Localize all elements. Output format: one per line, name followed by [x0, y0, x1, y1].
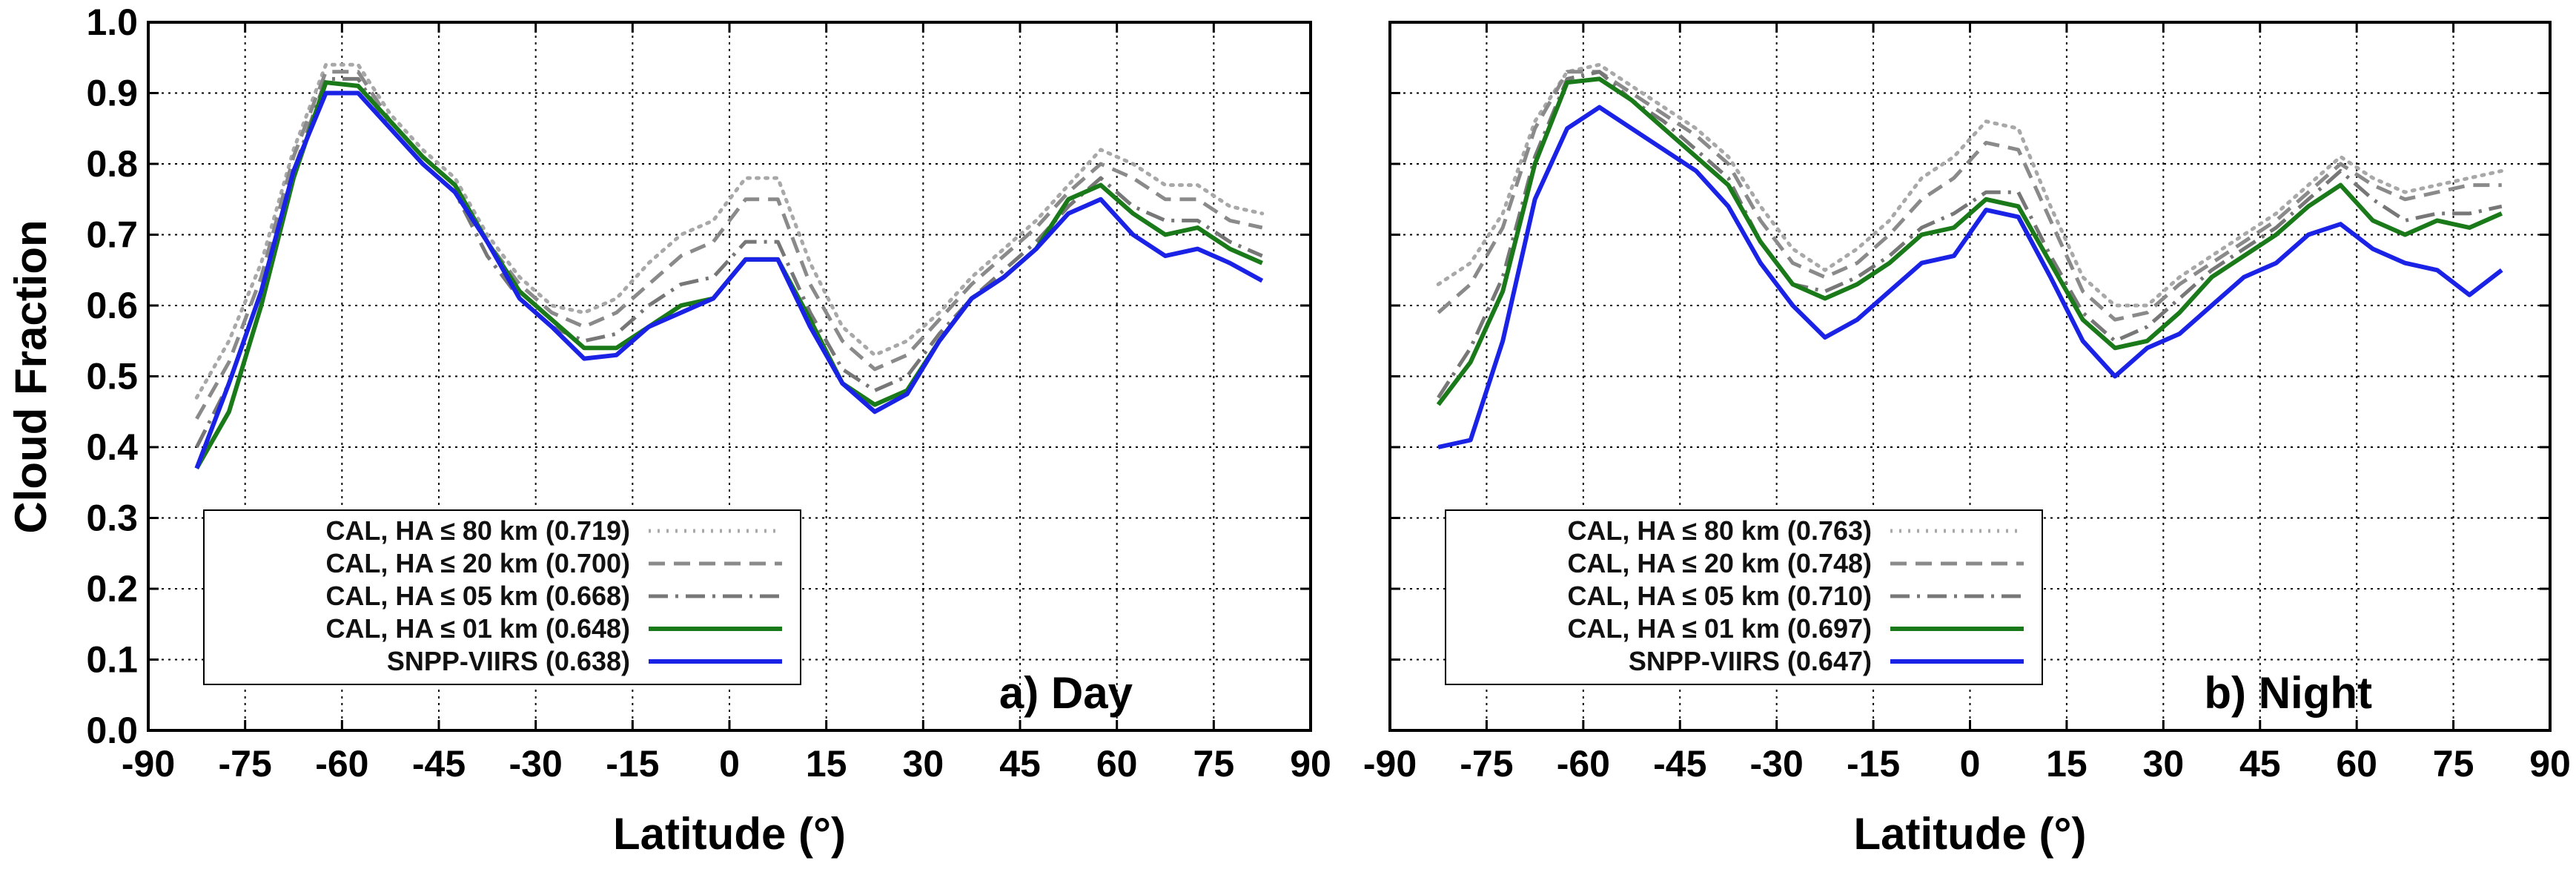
x-tick-label: -90 — [1363, 743, 1417, 785]
series-line-0 — [194, 62, 1265, 400]
legend-label: CAL, HA ≤ 01 km (0.697) — [1567, 613, 1872, 644]
series-line-0 — [1436, 62, 2504, 308]
x-tick-label: 30 — [2143, 743, 2185, 785]
tick-marks — [1388, 21, 2552, 732]
legend-entry: CAL, HA ≤ 80 km (0.763) — [1567, 515, 2024, 546]
legend-entry: CAL, HA ≤ 20 km (0.748) — [1567, 548, 2024, 578]
x-tick-labels: -90 -75 -60 -45 -30 -15 0 15 30 45 60 75 90 — [1363, 743, 2571, 785]
legend-label: CAL, HA ≤ 05 km (0.710) — [1567, 581, 1872, 611]
x-tick-label: 0 — [1960, 743, 1981, 785]
x-tick-label: -75 — [219, 743, 272, 785]
x-tick-label: -15 — [606, 743, 659, 785]
x-tick-label: -30 — [1750, 743, 1804, 785]
panel-day: 0.0 0.1 0.2 0.3 0.4 0.5 0.6 0.7 0.8 0.9 1.0 -90 -75… — [86, 1, 1331, 859]
x-tick-label: -15 — [1847, 743, 1900, 785]
x-tick-label: 45 — [2239, 743, 2281, 785]
series-lines — [194, 62, 1265, 470]
y-tick-label: 0.4 — [86, 426, 138, 468]
legend-label: CAL, HA ≤ 01 km (0.648) — [325, 613, 630, 644]
legend-label: CAL, HA ≤ 20 km (0.748) — [1567, 548, 1872, 578]
legend-entry: SNPP-VIIRS (0.647) — [1629, 646, 2024, 676]
x-tick-label: 45 — [999, 743, 1041, 785]
legend-entry: CAL, HA ≤ 01 km (0.697) — [1567, 613, 2024, 644]
legend-label: SNPP-VIIRS (0.647) — [1629, 646, 1872, 676]
legend-label: CAL, HA ≤ 20 km (0.700) — [325, 548, 630, 578]
y-tick-label: 0.0 — [86, 710, 138, 751]
series-line-4 — [194, 90, 1264, 469]
y-tick-label: 0.1 — [86, 639, 138, 681]
tick-marks — [147, 21, 1312, 732]
series-line-3 — [1436, 76, 2503, 406]
y-tick-label: 0.8 — [86, 143, 138, 185]
x-tick-label: 30 — [903, 743, 944, 785]
x-tick-label: 60 — [2336, 743, 2377, 785]
legend-label: CAL, HA ≤ 05 km (0.668) — [325, 581, 630, 611]
x-tick-label: -75 — [1460, 743, 1513, 785]
x-tick-label: 90 — [1290, 743, 1331, 785]
legend-entry: CAL, HA ≤ 01 km (0.648) — [325, 613, 782, 644]
series-line-1 — [1437, 70, 2502, 322]
x-axis-title: Latitude (°) — [1854, 809, 2087, 859]
y-tick-label: 0.7 — [86, 214, 138, 256]
panel-label: a) Day — [999, 668, 1133, 718]
series-line-4 — [1437, 105, 2503, 449]
y-tick-label: 0.9 — [86, 73, 138, 114]
legend: CAL, HA ≤ 80 km (0.719)CAL, HA ≤ 20 km (… — [203, 509, 801, 685]
legend: CAL, HA ≤ 80 km (0.763)CAL, HA ≤ 20 km (… — [1445, 509, 2043, 685]
legend-entry: CAL, HA ≤ 05 km (0.710) — [1567, 581, 2024, 611]
x-tick-label: -90 — [122, 743, 175, 785]
x-tick-label: -60 — [315, 743, 368, 785]
legend-entry: CAL, HA ≤ 20 km (0.700) — [325, 548, 782, 578]
x-tick-label: 15 — [2046, 743, 2087, 785]
x-tick-label: -30 — [509, 743, 563, 785]
x-tick-label: 15 — [806, 743, 847, 785]
x-tick-label: -60 — [1557, 743, 1610, 785]
panel-label: b) Night — [2204, 668, 2372, 718]
y-axis-title: Cloud Fraction — [6, 219, 56, 533]
series-line-2 — [1437, 70, 2503, 399]
x-tick-label: -45 — [412, 743, 466, 785]
x-axis-title: Latitude (°) — [613, 809, 846, 859]
x-tick-label: 60 — [1096, 743, 1138, 785]
legend-label: CAL, HA ≤ 80 km (0.763) — [1567, 515, 1872, 546]
x-tick-label: -45 — [1653, 743, 1706, 785]
y-tick-label: 0.3 — [86, 498, 138, 539]
legend-entry: CAL, HA ≤ 80 km (0.719) — [325, 515, 782, 546]
series-lines — [1436, 62, 2504, 449]
panel-night: -90 -75 -60 -45 -30 -15 0 15 30 45 60 75 90 Latitude… — [1363, 21, 2571, 859]
x-tick-labels: -90 -75 -60 -45 -30 -15 0 15 30 45 60 75 90 — [122, 743, 1331, 785]
x-tick-label: 75 — [2433, 743, 2474, 785]
legend-entry: CAL, HA ≤ 05 km (0.668) — [325, 581, 782, 611]
series-line-1 — [195, 70, 1263, 420]
legend-label: SNPP-VIIRS (0.638) — [387, 646, 630, 676]
y-tick-label: 1.0 — [86, 1, 138, 43]
x-tick-label: 0 — [719, 743, 740, 785]
y-tick-label: 0.5 — [86, 356, 138, 397]
legend-label: CAL, HA ≤ 80 km (0.719) — [325, 515, 630, 546]
y-tick-labels: 0.0 0.1 0.2 0.3 0.4 0.5 0.6 0.7 0.8 0.9 1.0 — [86, 1, 138, 751]
y-tick-label: 0.6 — [86, 285, 138, 326]
x-tick-label: 75 — [1193, 743, 1235, 785]
y-tick-label: 0.2 — [86, 568, 138, 610]
x-tick-label: 90 — [2529, 743, 2571, 785]
legend-entry: SNPP-VIIRS (0.638) — [387, 646, 782, 676]
